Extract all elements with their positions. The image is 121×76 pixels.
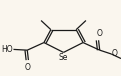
Text: O: O [25, 63, 31, 72]
Text: HO: HO [1, 45, 13, 54]
Text: O: O [112, 49, 118, 58]
Text: Se: Se [59, 53, 68, 62]
Text: O: O [96, 29, 102, 38]
